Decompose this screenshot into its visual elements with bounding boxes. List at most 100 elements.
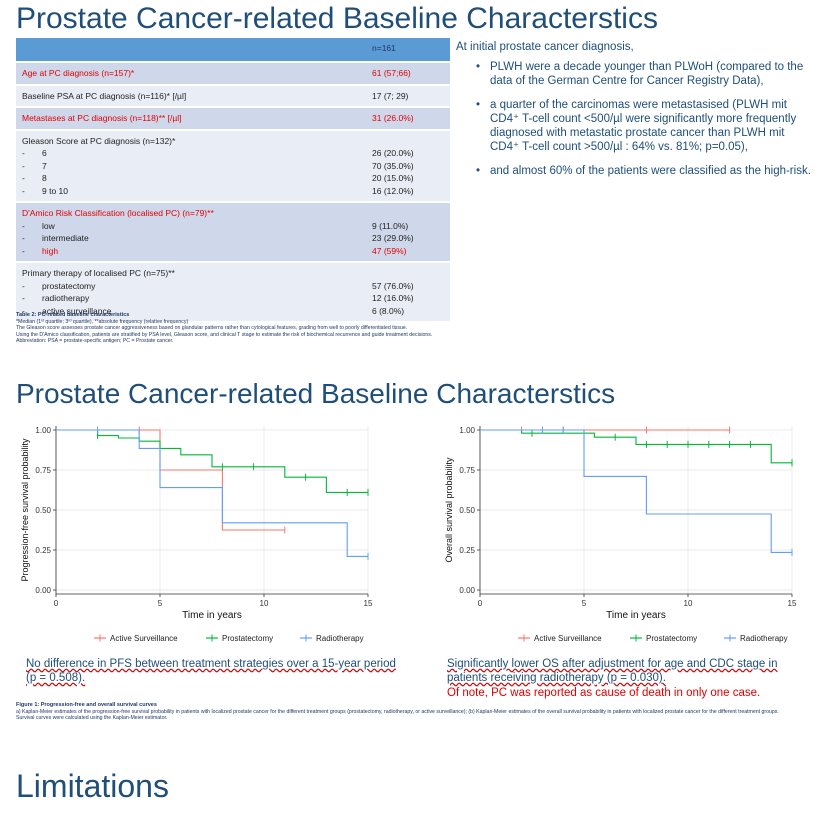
x-tick-label: 10 (684, 599, 693, 608)
legend-label: Prostatectomy (646, 634, 697, 643)
legend-label: Active Surveillance (534, 634, 602, 643)
summary-list: PLWH were a decade younger than PLWoH (c… (456, 60, 811, 178)
damico-heading: D'Amico Risk Classification (localised P… (22, 208, 214, 218)
list-value: 26 (20.0%) (372, 148, 414, 158)
summary-bullet: and almost 60% of the patients were clas… (476, 164, 811, 178)
y-tick-label: 0.25 (35, 546, 51, 555)
list-value: 47 (59%) (372, 245, 407, 256)
row-label: Baseline PSA at PC diagnosis (n=116)* [/… (16, 84, 368, 108)
list-value: 12 (16.0%) (372, 293, 414, 303)
slide-title: Prostate Cancer-related Baseline Charact… (16, 378, 616, 409)
list-value: 70 (35.0%) (372, 160, 414, 171)
os-note: Of note, PC was reported as cause of dea… (447, 687, 761, 699)
therapy-heading: Primary therapy of localised PC (n=75)** (22, 268, 175, 278)
table-row-therapy: Primary therapy of localised PC (n=75)**… (16, 262, 450, 323)
row-label: Metastases at PC diagnosis (n=118)** [/µ… (16, 107, 368, 131)
x-axis-label: Time in years (606, 610, 666, 621)
caption-line: Using the D'Amico classification, patien… (16, 331, 433, 338)
list-item: - intermediate (22, 233, 89, 243)
y-tick-label: 0.50 (35, 506, 51, 515)
caption-line: The Gleason score assesses prostate canc… (16, 325, 408, 331)
slide-title: Limitations (16, 768, 169, 804)
table-row-age: Age at PC diagnosis (n=157)* 61 (57;66) (16, 62, 450, 86)
row-value: 61 (57;66) (368, 62, 450, 86)
table-row-metastases: Metastases at PC diagnosis (n=118)** [/µ… (16, 107, 450, 131)
list-value: 57 (76.0%) (372, 280, 414, 291)
summary-intro: At initial prostate cancer diagnosis, (456, 41, 634, 53)
pfs-km-chart: 0.00 0.25 0.50 0.75 1.00 0 5 10 15 Time in years P… (20, 426, 373, 643)
list-item: - low (22, 220, 55, 231)
y-tick-label: 0.00 (459, 586, 475, 595)
row-label: Primary therapy of localised PC (n=75)**… (16, 262, 368, 323)
list-item: -8 (22, 173, 47, 183)
list-item: - radiotherapy (22, 293, 90, 303)
list-item: -6 (22, 148, 47, 158)
table-caption: Table 2: PC-related baseline characteris… (16, 312, 516, 345)
y-axis-label: Progression-free survival probability (20, 438, 30, 582)
pfs-finding: No difference in PFS between treatment s… (26, 658, 396, 684)
y-tick-label: 0.50 (459, 506, 475, 515)
row-value: 31 (26.0%) (368, 107, 450, 131)
list-item: - high (22, 245, 59, 256)
slide-title: Prostate Cancer-related Baseline Charact… (16, 2, 658, 35)
x-tick-label: 5 (158, 599, 163, 608)
row-label: Age at PC diagnosis (n=157)* (16, 62, 368, 86)
legend-label: Radiotherapy (316, 634, 364, 643)
list-value: 6 (8.0%) (372, 305, 405, 316)
summary-text: At initial prostate cancer diagnosis, PL… (456, 40, 811, 188)
x-tick-label: 10 (260, 599, 269, 608)
caption-line: *Median (1ˢᵗ quartile; 3ʳᵈ quartile), **… (16, 318, 189, 325)
list-item: - active surveillance (22, 305, 112, 316)
table-header-n: n=161 (368, 38, 450, 63)
list-item: -7 (22, 160, 47, 171)
series-line (56, 429, 285, 531)
row-value: 17 (7; 29) (368, 84, 450, 108)
figure-caption: Figure 1: Progression-free and overall s… (16, 702, 786, 722)
caption-line: Survival curves were calculated using th… (16, 715, 168, 721)
table-row-psa: Baseline PSA at PC diagnosis (n=116)* [/… (16, 84, 450, 108)
list-value: 20 (15.0%) (372, 173, 414, 183)
table-row-gleason: Gleason Score at PC diagnosis (n=132)* -… (16, 129, 450, 203)
row-label: D'Amico Risk Classification (localised P… (16, 202, 368, 263)
gleason-heading: Gleason Score at PC diagnosis (n=132)* (22, 135, 176, 146)
legend-label: Radiotherapy (740, 634, 788, 643)
summary-bullet: a quarter of the carcinomas were metasta… (476, 98, 811, 154)
legend-label: Active Surveillance (110, 634, 178, 643)
x-tick-label: 15 (364, 599, 373, 608)
os-finding: Significantly lower OS after adjustment … (447, 658, 778, 684)
summary-bullet: PLWH were a decade younger than PLWoH (c… (476, 60, 811, 88)
caption-title: Table 2: PC-related baseline characteris… (16, 312, 130, 318)
y-tick-label: 0.75 (459, 466, 475, 475)
list-value: 23 (29.0%) (372, 233, 414, 243)
caption-line: a) Kaplan-Meier estimates of the progres… (16, 708, 779, 715)
table-header-label (16, 38, 368, 63)
row-value: 57 (76.0%) 12 (16.0%) 6 (8.0%) (368, 262, 450, 323)
series-line (480, 429, 792, 553)
os-km-chart: 0.00 0.25 0.50 0.75 1.00 0 5 10 15 Time in years O… (444, 426, 797, 643)
list-item: - prostatectomy (22, 280, 96, 291)
table-header-row: n=161 (16, 38, 450, 63)
y-tick-label: 0.00 (35, 586, 51, 595)
x-tick-label: 15 (788, 599, 797, 608)
caption-line: Abbreviation: PSA = prostate-specific an… (16, 338, 174, 344)
row-value: 26 (20.0%) 70 (35.0%) 20 (15.0%) 16 (12.… (368, 129, 450, 203)
y-axis-label: Overall survival probability (444, 457, 454, 563)
table-row-damico: D'Amico Risk Classification (localised P… (16, 202, 450, 263)
series-line (56, 429, 368, 493)
caption-title: Figure 1: Progression-free and overall s… (16, 702, 157, 708)
row-label: Gleason Score at PC diagnosis (n=132)* -… (16, 129, 368, 203)
list-value: 16 (12.0%) (372, 185, 414, 196)
x-tick-label: 5 (582, 599, 587, 608)
series-line (56, 429, 368, 557)
x-tick-label: 0 (478, 599, 483, 608)
list-value: 9 (11.0%) (372, 220, 409, 231)
legend-label: Prostatectomy (222, 634, 273, 643)
x-tick-label: 0 (54, 599, 59, 608)
row-value: 9 (11.0%) 23 (29.0%) 47 (59%) (368, 202, 450, 263)
y-tick-label: 1.00 (35, 426, 51, 435)
y-tick-label: 0.75 (35, 466, 51, 475)
y-tick-label: 0.25 (459, 546, 475, 555)
x-axis-label: Time in years (182, 610, 242, 621)
list-item: -9 to 10 (22, 185, 68, 196)
y-tick-label: 1.00 (459, 426, 475, 435)
